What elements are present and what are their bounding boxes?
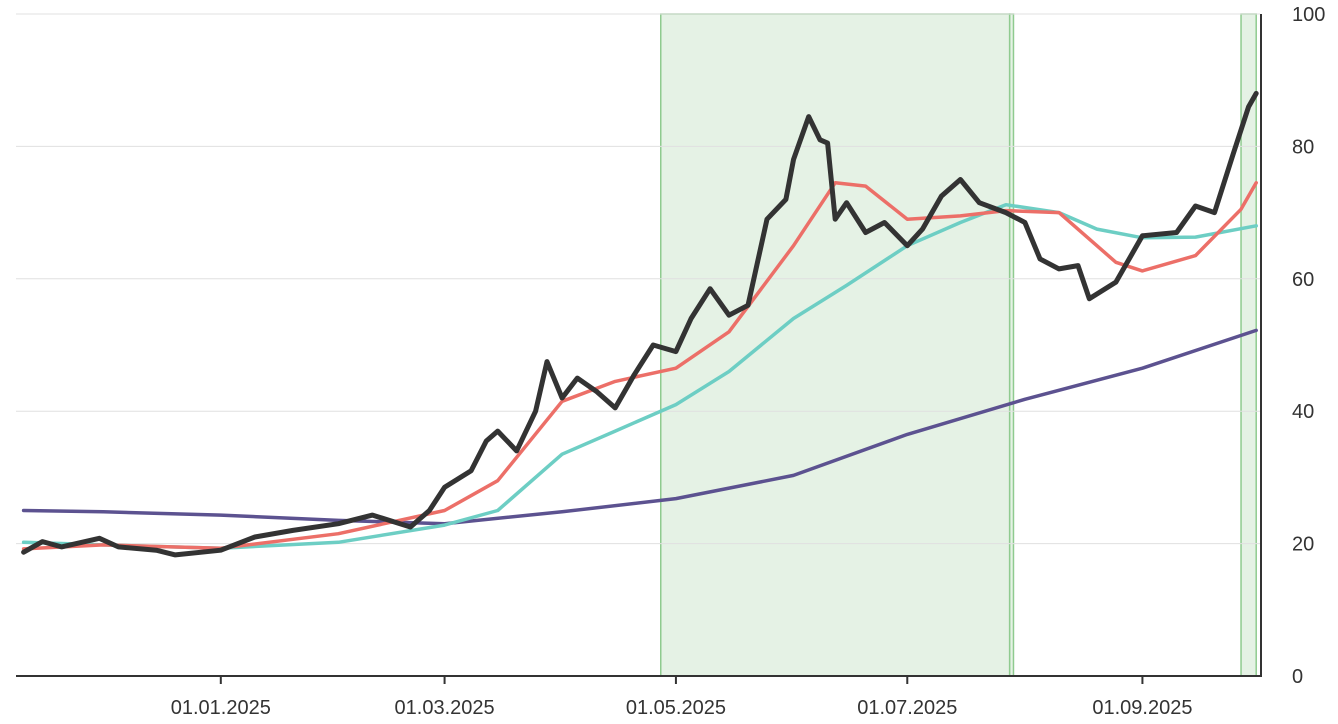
y-axis: 0 20 40 60 80 100 bbox=[1292, 4, 1325, 688]
series-line-4 bbox=[21, 90, 1259, 558]
grid-lines bbox=[16, 13, 1260, 545]
series-line-1 bbox=[21, 328, 1258, 526]
x-tick-label: 01.07.2025 bbox=[857, 697, 957, 719]
highlight-ranges bbox=[660, 13, 1257, 677]
y-tick-label: 100 bbox=[1292, 4, 1325, 26]
x-axis: 01.01.2025 01.03.2025 01.05.2025 01.07.2025… bbox=[171, 676, 1192, 719]
x-tick-label: 01.05.2025 bbox=[626, 697, 726, 719]
highlight-range-1 bbox=[660, 13, 1011, 677]
highlight-range-2 bbox=[1008, 13, 1015, 677]
y-tick-label: 80 bbox=[1292, 136, 1314, 158]
x-tick-label: 01.03.2025 bbox=[395, 697, 495, 719]
y-tick-label: 60 bbox=[1292, 269, 1314, 291]
series-line-2 bbox=[21, 202, 1258, 550]
x-tick-label: 01.09.2025 bbox=[1092, 697, 1192, 719]
y-tick-label: 40 bbox=[1292, 401, 1314, 423]
y-tick-label: 0 bbox=[1292, 666, 1303, 688]
y-tick-label: 20 bbox=[1292, 534, 1314, 556]
series-lines bbox=[21, 90, 1259, 558]
x-tick-label: 01.01.2025 bbox=[171, 697, 271, 719]
